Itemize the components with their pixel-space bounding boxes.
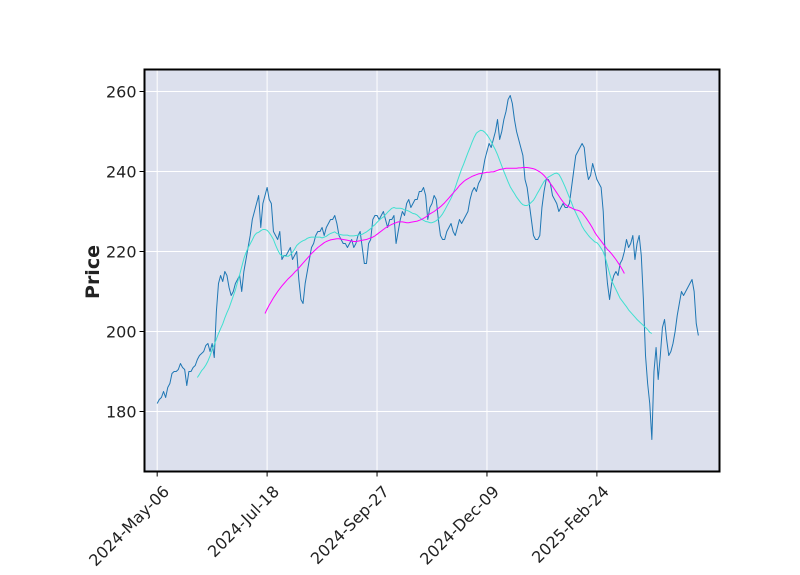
x-tick-label: 2024-Dec-09 [416, 482, 503, 569]
x-tick-label: 2024-May-06 [85, 482, 173, 570]
x-axis: 2024-May-06 2024-Jul-18 2024-Sep-27 2024-De… [85, 471, 613, 570]
x-tick-label: 2024-Sep-27 [307, 482, 393, 568]
y-tick-label: 200 [106, 323, 137, 342]
y-axis-title: Price [82, 245, 104, 299]
y-tick-label: 220 [106, 243, 137, 262]
x-tick-label: 2025-Feb-24 [528, 482, 613, 567]
y-tick-label: 260 [106, 83, 137, 102]
plot-frame [143, 68, 721, 473]
x-tick-label: 2024-Jul-18 [204, 482, 283, 561]
series-line-moving-average-long [264, 167, 625, 314]
y-tick-label: 180 [106, 403, 137, 422]
series-lines [156, 95, 699, 440]
series-line-close [156, 95, 699, 440]
y-tick-label: 240 [106, 163, 137, 182]
vertical-gridlines [156, 69, 598, 472]
y-axis: 180 200 220 240 260 [106, 83, 145, 422]
horizontal-gridlines [144, 91, 720, 412]
series-line-moving-average-short [196, 129, 653, 378]
